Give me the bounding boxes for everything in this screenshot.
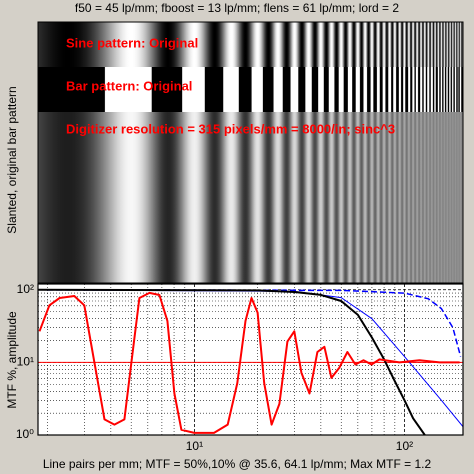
slanted-pattern	[38, 112, 463, 283]
pattern-annotation: Sine pattern: Original	[66, 35, 198, 50]
figure-title: f50 = 45 lp/mm; fboost = 13 lp/mm; flens…	[75, 1, 399, 15]
plot-area	[38, 284, 463, 435]
plot-panel: 10¹ 10² 10⁰ 10¹ 10²	[16, 282, 464, 453]
y-tick-label: 10¹	[17, 355, 34, 369]
pattern-panel: Sine pattern: Original Bar pattern: Origi…	[37, 21, 464, 284]
x-tick-label: 10¹	[186, 439, 203, 453]
y-tick-label: 10²	[17, 282, 34, 296]
pattern-annotation: Bar pattern: Original	[66, 78, 192, 93]
pattern-annotation: Digitizer resolution = 315 pixels/mm = 8…	[66, 121, 395, 136]
x-tick-label: 10²	[396, 439, 413, 453]
mtf-line	[38, 288, 426, 435]
y-axis-label: MTF %, amplitude	[5, 311, 19, 409]
y-tick-label: 10⁰	[16, 427, 34, 441]
mtf-line	[38, 291, 460, 434]
plot-frame	[37, 283, 464, 436]
mtf-line	[38, 289, 462, 357]
pattern-frame	[37, 21, 464, 284]
x-axis-label: Line pairs per mm; MTF = 50%,10% @ 35.6,…	[43, 457, 432, 471]
pattern-axis-label: Slanted, original bar pattern	[5, 86, 19, 233]
bar-pattern	[38, 67, 463, 112]
sine-pattern	[38, 22, 463, 67]
